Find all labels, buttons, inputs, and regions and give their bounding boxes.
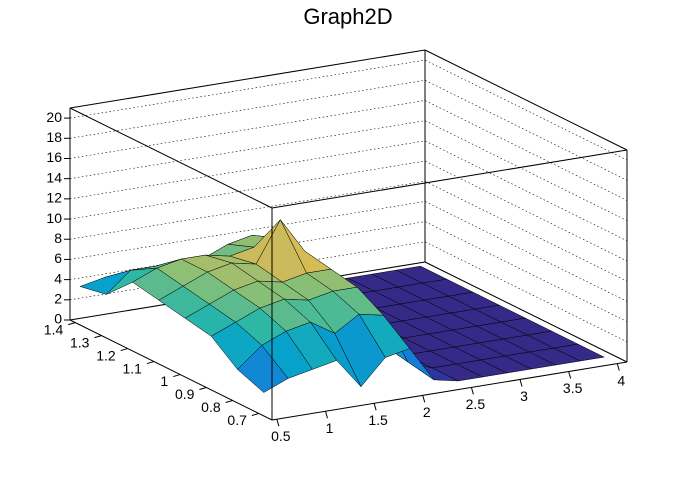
x-tick (373, 403, 377, 411)
x-tick (519, 379, 523, 387)
x-tick-label: 1 (326, 420, 334, 436)
box-edge (69, 319, 273, 421)
x-tick-label: 0.5 (271, 428, 291, 444)
box-edge (424, 49, 628, 151)
y-tick (199, 387, 207, 391)
y-tick-label: 1.1 (122, 360, 142, 376)
y-tick (173, 374, 181, 378)
x-tick-label: 2 (423, 404, 431, 420)
y-tick (146, 361, 155, 365)
z-tick-label: 8 (54, 230, 62, 246)
y-tick-label: 0.7 (227, 412, 247, 428)
y-tick (68, 322, 76, 326)
box-edge (424, 261, 628, 363)
x-tick-label: 1.5 (368, 412, 388, 428)
z-tick-label: 10 (46, 210, 62, 226)
box-edge (271, 149, 628, 209)
x-tick-label: 4 (617, 372, 625, 388)
z-tick-label: 0 (54, 311, 62, 327)
x-tick (422, 395, 426, 403)
z-tick-label: 12 (46, 190, 62, 206)
x-tick (325, 411, 328, 419)
y-tick (120, 348, 128, 352)
y-tick (225, 400, 233, 404)
box-edge (271, 361, 628, 421)
z-tick-label: 18 (46, 129, 62, 145)
z-tick-label: 16 (46, 149, 62, 165)
surface-cell (237, 344, 289, 393)
y-tick-label: 0.8 (201, 399, 221, 415)
y-tick-label: 0.9 (175, 386, 195, 402)
z-tick-label: 4 (54, 270, 62, 286)
x-tick (616, 363, 620, 371)
z-tick-label: 6 (54, 250, 62, 266)
z-tick-label: 14 (46, 169, 62, 185)
x-tick-label: 3 (520, 388, 528, 404)
x-tick (276, 419, 280, 427)
y-tick-label: 1 (160, 373, 168, 389)
x-tick (470, 387, 474, 395)
y-tick (251, 413, 260, 416)
z-tick-label: 20 (46, 109, 62, 125)
y-tick-label: 1.3 (70, 334, 90, 350)
chart-title: Graph2D (303, 4, 392, 29)
box-edge (69, 107, 273, 209)
y-tick-label: 1.2 (96, 347, 116, 363)
z-tick-label: 2 (54, 291, 62, 307)
y-tick (94, 335, 102, 339)
box-edge (69, 49, 426, 109)
x-tick-label: 2.5 (466, 396, 486, 412)
y-tick-label: 1.4 (44, 321, 64, 337)
x-tick-label: 3.5 (563, 380, 583, 396)
x-tick (568, 371, 572, 379)
